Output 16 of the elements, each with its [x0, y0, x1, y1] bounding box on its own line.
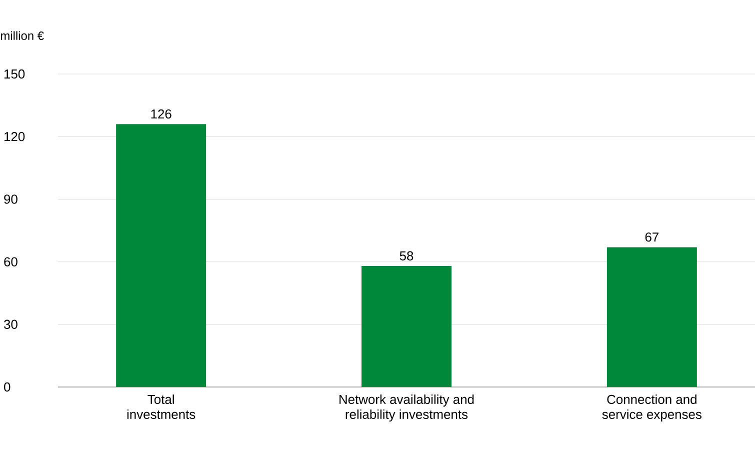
- y-tick-label: 150: [4, 69, 25, 79]
- y-tick-label: 90: [4, 194, 18, 204]
- x-tick-label: Total investments: [127, 394, 196, 419]
- data-label: 67: [645, 232, 658, 242]
- y-tick-label: 60: [4, 257, 18, 266]
- y-tick-label: 0: [4, 382, 10, 392]
- data-label: 58: [400, 251, 414, 260]
- y-tick-label: 30: [4, 320, 18, 329]
- bar: [606, 247, 697, 387]
- y-tick-label: 120: [4, 132, 25, 142]
- y-axis-title: million €: [0, 31, 44, 40]
- x-tick-label: Network availability and reliability investments: [340, 394, 474, 422]
- data-label: 126: [151, 109, 172, 119]
- bar: [116, 124, 206, 387]
- x-tick-label: Connection and service expenses: [602, 394, 702, 422]
- bar: [362, 266, 452, 387]
